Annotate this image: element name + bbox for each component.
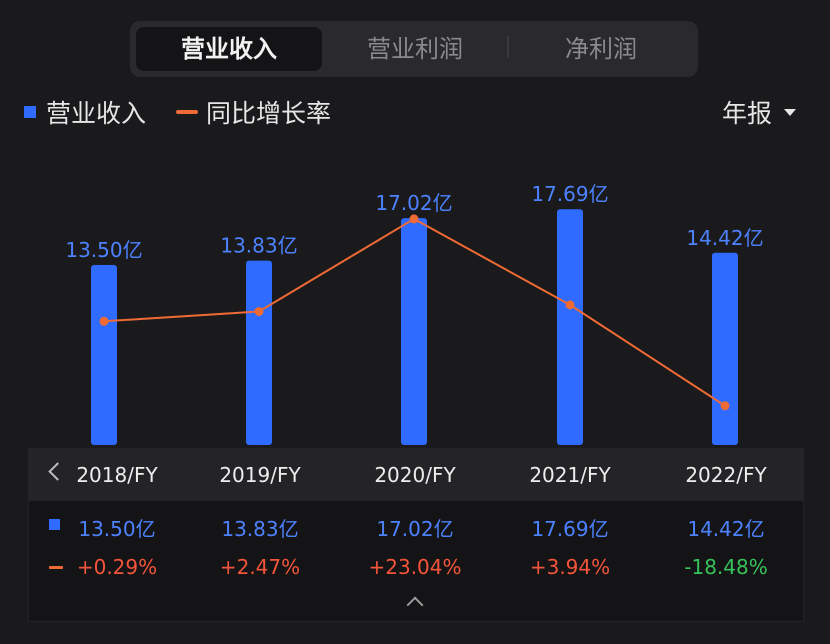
growth-row-marker (49, 566, 63, 569)
revenue-cell-2021: 17.69亿 (531, 517, 609, 541)
revenue-row-marker (49, 519, 60, 530)
revenue-bar-label: 14.42亿 (686, 226, 763, 250)
caret-down-icon (784, 108, 796, 116)
growth-cell-2020: +23.04% (368, 555, 462, 579)
legend-bar-swatch (24, 106, 36, 118)
tab-revenue[interactable]: 营业收入 (136, 27, 322, 71)
growth-point (565, 300, 575, 310)
revenue-bar-label: 17.02亿 (375, 191, 452, 215)
revenue-bar-label: 13.83亿 (220, 234, 297, 258)
revenue-bar (401, 218, 427, 445)
period-label: 年报 (721, 99, 772, 128)
growth-cell-2022: -18.48% (684, 555, 768, 579)
header-2019: 2019/FY (219, 463, 301, 487)
growth-point (99, 316, 109, 326)
revenue-bar-label: 13.50亿 (65, 238, 142, 262)
growth-point (720, 401, 730, 411)
growth-point (409, 214, 419, 224)
table-header: 2018/FY 2019/FY 2020/FY 2021/FY 2022/FY (29, 449, 803, 501)
metric-tabs: 营业收入 营业利润 净利润 (130, 21, 698, 77)
tab-divider (507, 36, 509, 58)
revenue-bar-label: 17.69亿 (531, 182, 608, 206)
legend-line-swatch (176, 110, 199, 114)
header-2021: 2021/FY (529, 463, 611, 487)
tab-operating-profit[interactable]: 营业利润 (367, 35, 463, 63)
header-2020: 2020/FY (374, 463, 456, 487)
revenue-bar (557, 209, 583, 445)
growth-cell-2021: +3.94% (529, 555, 611, 579)
revenue-bar (712, 252, 738, 445)
growth-cell-2019: +2.47% (219, 555, 301, 579)
revenue-bar (246, 260, 272, 445)
legend-growth-label: 同比增长率 (206, 99, 332, 128)
revenue-cell-2018: 13.50亿 (78, 517, 156, 541)
period-selector[interactable]: 年报 (722, 92, 796, 132)
header-2022: 2022/FY (685, 463, 767, 487)
growth-cell-2018: +0.29% (76, 555, 158, 579)
growth-point (254, 306, 264, 316)
chart-legend: 营业收入 同比增长率 (18, 92, 331, 132)
revenue-cell-2022: 14.42亿 (687, 517, 765, 541)
revenue-bar (91, 265, 117, 445)
revenue-cell-2019: 13.83亿 (221, 517, 299, 541)
data-table: 2018/FY 2019/FY 2020/FY 2021/FY 2022/FY … (28, 448, 804, 622)
chevron-up-icon[interactable] (406, 596, 424, 614)
legend-revenue-label: 营业收入 (46, 99, 147, 128)
header-2018: 2018/FY (76, 463, 158, 487)
revenue-chart: 13.50亿 13.83亿 17.02亿 17.69亿 14.42亿 (65, 182, 764, 445)
tab-net-profit[interactable]: 净利润 (565, 35, 637, 63)
revenue-cell-2020: 17.02亿 (376, 517, 454, 541)
